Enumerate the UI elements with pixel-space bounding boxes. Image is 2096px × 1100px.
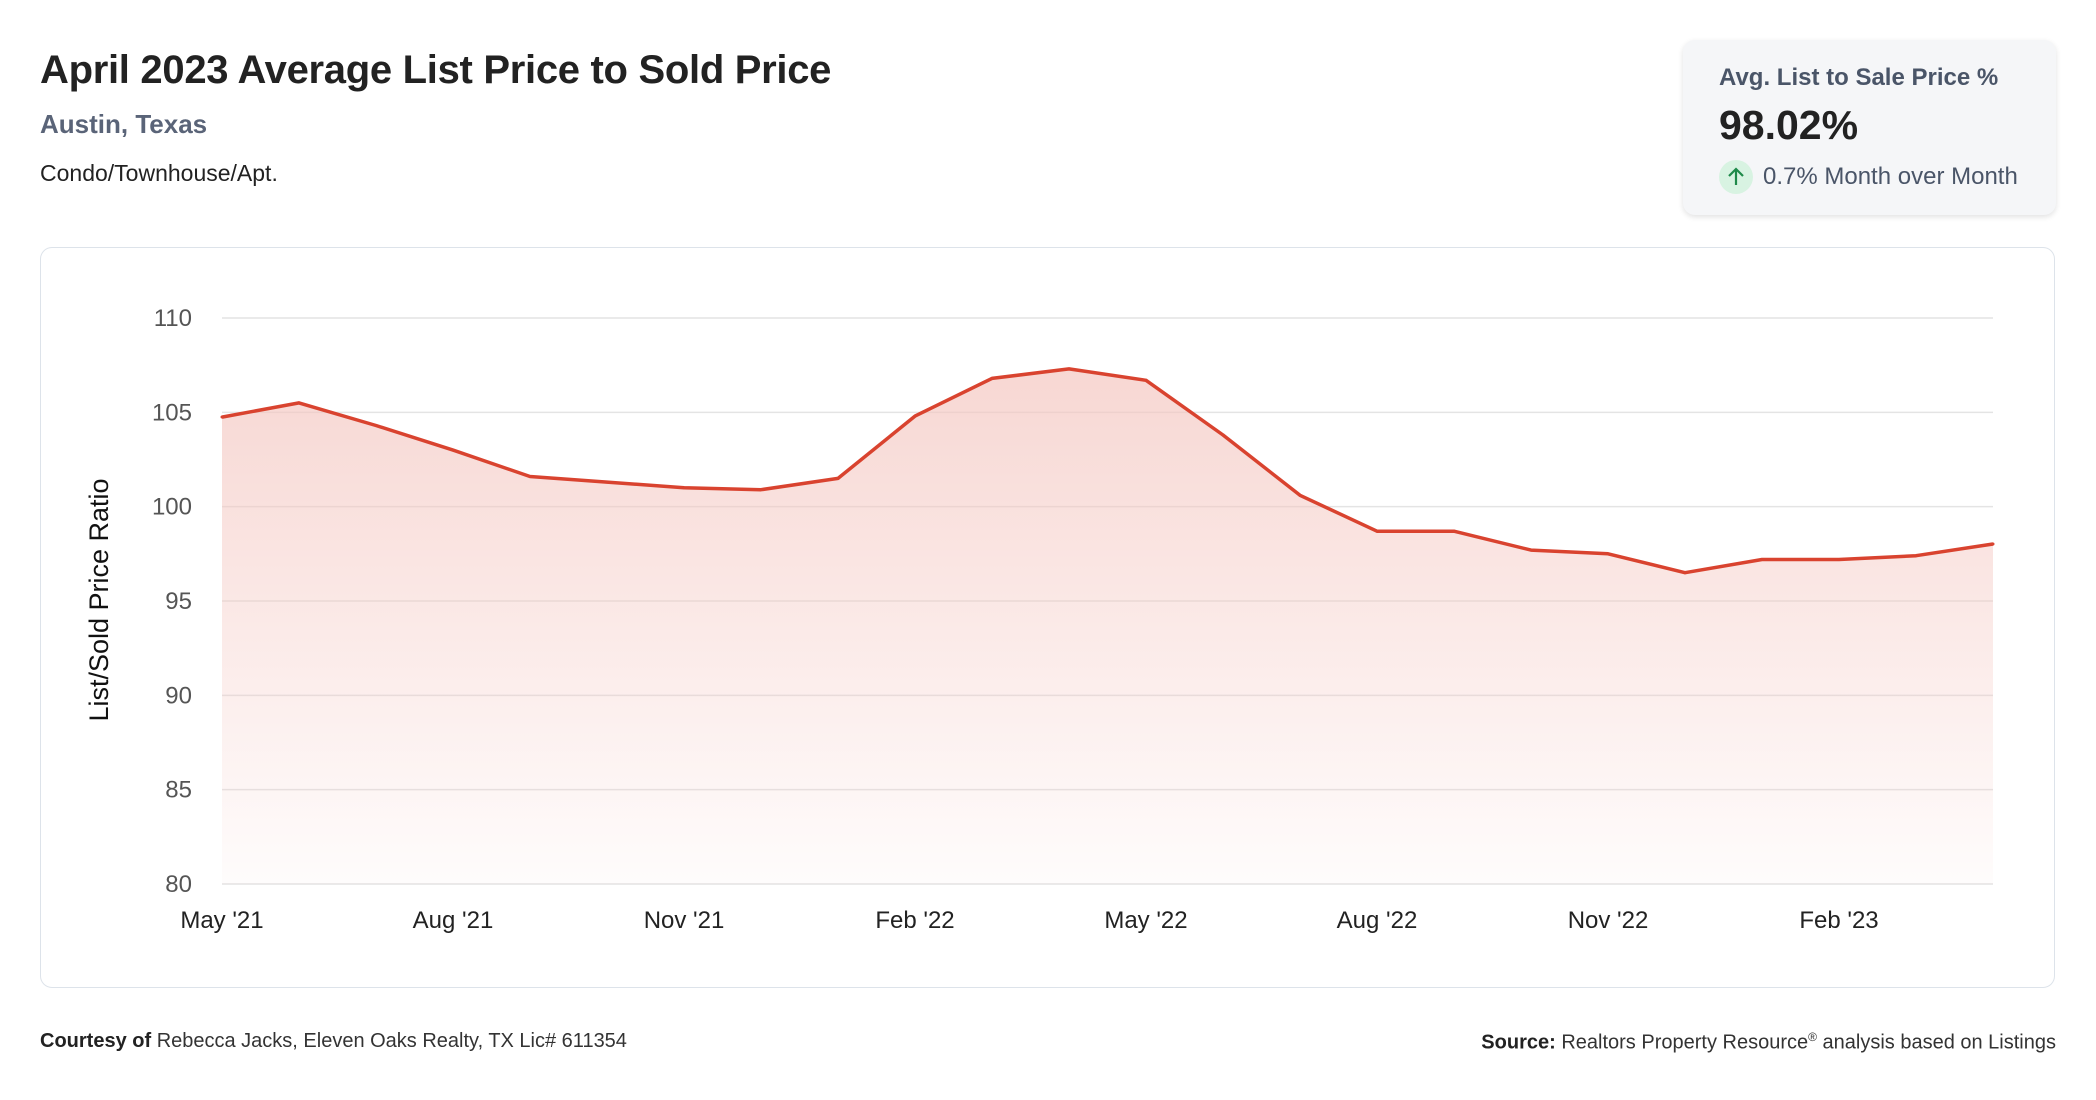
data-point[interactable]	[297, 401, 301, 405]
location-subtitle: Austin, Texas	[40, 109, 208, 139]
change-text: 0.7% Month over Month	[1763, 163, 2018, 190]
stat-label: Avg. List to Sale Price %	[1719, 64, 1999, 91]
y-tick-label: 90	[165, 682, 192, 709]
x-tick-label: Nov '21	[644, 907, 725, 934]
data-point[interactable]	[1221, 433, 1225, 437]
data-point[interactable]	[374, 424, 378, 428]
property-type: Condo/Townhouse/Apt.	[40, 160, 278, 186]
area-fill	[222, 368, 1993, 884]
arrow-up-icon	[1719, 160, 1753, 194]
x-tick-label: Aug '21	[413, 907, 494, 934]
stat-change: 0.7% Month over Month	[1719, 160, 2018, 194]
line-chart: 80 85 90 95 100 105 110 May '21 Aug '21 Nov '21 F…	[84, 305, 1995, 934]
source-text-2: analysis based on Listings	[1816, 1031, 2057, 1054]
data-point[interactable]	[1837, 557, 1841, 561]
y-tick-label: 80	[165, 871, 192, 898]
data-point[interactable]	[1298, 493, 1302, 497]
stat-value: 98.02%	[1719, 102, 1859, 148]
x-tick-label: Feb '23	[1799, 907, 1878, 934]
data-point[interactable]	[836, 476, 840, 480]
source-text: Realtors Property Resource	[1561, 1031, 1809, 1054]
x-tick-label: Nov '22	[1568, 907, 1649, 934]
data-point[interactable]	[528, 474, 532, 478]
data-point[interactable]	[682, 486, 686, 490]
data-point[interactable]	[913, 414, 917, 418]
data-point[interactable]	[1452, 529, 1456, 533]
y-tick-label: 100	[152, 494, 192, 521]
series-line	[221, 367, 1994, 575]
data-point[interactable]	[759, 488, 763, 492]
stat-card: Avg. List to Sale Price % 98.02% 0.7% Mo…	[1683, 40, 2056, 215]
data-point[interactable]	[451, 448, 455, 452]
data-point[interactable]	[1529, 548, 1533, 552]
data-point[interactable]	[1375, 529, 1379, 533]
y-axis-label: List/Sold Price Ratio	[84, 478, 114, 721]
data-point[interactable]	[1760, 557, 1764, 561]
data-point[interactable]	[1683, 571, 1687, 575]
y-tick-label: 110	[154, 305, 192, 332]
data-point[interactable]	[1914, 554, 1918, 558]
page-title: April 2023 Average List Price to Sold Pr…	[40, 48, 832, 92]
data-point[interactable]	[220, 415, 224, 419]
y-tick-label: 105	[152, 399, 192, 426]
x-tick-label: May '22	[1104, 907, 1187, 934]
data-point[interactable]	[1144, 378, 1148, 382]
source-label: Source:	[1481, 1031, 1556, 1054]
x-tick-label: May '21	[180, 907, 263, 934]
data-point[interactable]	[1606, 552, 1610, 556]
data-point[interactable]	[1067, 367, 1071, 371]
source-footer: Source: Realtors Property Resource® anal…	[1481, 1030, 2056, 1055]
y-tick-label: 85	[165, 777, 192, 804]
x-tick-label: Aug '22	[1337, 907, 1418, 934]
data-point[interactable]	[1991, 542, 1995, 546]
courtesy-footer: Courtesy of Rebecca Jacks, Eleven Oaks R…	[40, 1030, 627, 1053]
registered-mark: ®	[1808, 1030, 1817, 1044]
data-point[interactable]	[605, 480, 609, 484]
y-tick-label: 95	[165, 588, 192, 615]
courtesy-text: Rebecca Jacks, Eleven Oaks Realty, TX Li…	[156, 1030, 627, 1052]
data-point[interactable]	[990, 376, 994, 380]
courtesy-label: Courtesy of	[40, 1030, 152, 1052]
x-tick-label: Feb '22	[875, 907, 954, 934]
